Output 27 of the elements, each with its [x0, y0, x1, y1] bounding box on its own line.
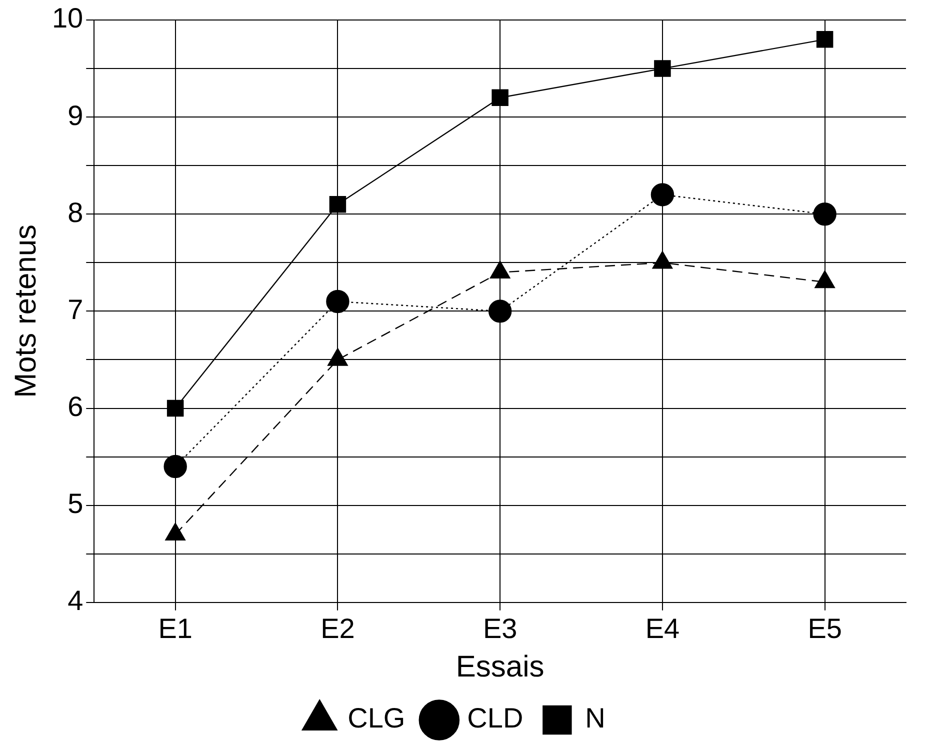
legend-label: CLG [348, 702, 406, 734]
legend-label: CLD [467, 702, 524, 734]
point [488, 300, 512, 323]
point [650, 183, 674, 206]
point [492, 89, 508, 106]
y-axis-title: Mots retenus [9, 224, 42, 398]
x-tick-label: E4 [645, 612, 680, 644]
x-axis-title: Essais [456, 650, 544, 684]
y-tick-label: 9 [68, 100, 84, 131]
legend-label: N [585, 702, 606, 734]
point [816, 31, 834, 48]
point [166, 400, 184, 417]
point [654, 60, 671, 77]
x-tick-label: E5 [808, 612, 842, 644]
y-tick-label: 8 [68, 196, 84, 228]
point [326, 290, 350, 314]
point [813, 202, 836, 226]
y-tick-label: 4 [68, 585, 84, 616]
y-tick-label: 6 [68, 390, 84, 422]
y-tick-label: 5 [68, 488, 84, 520]
x-tick-label: E2 [320, 612, 355, 644]
point [329, 196, 346, 213]
x-tick-label: E3 [482, 612, 518, 644]
point [164, 454, 187, 478]
y-tick-label: 10 [52, 2, 84, 34]
y-tick-label: 7 [68, 294, 84, 325]
x-tick-label: E1 [158, 612, 192, 644]
